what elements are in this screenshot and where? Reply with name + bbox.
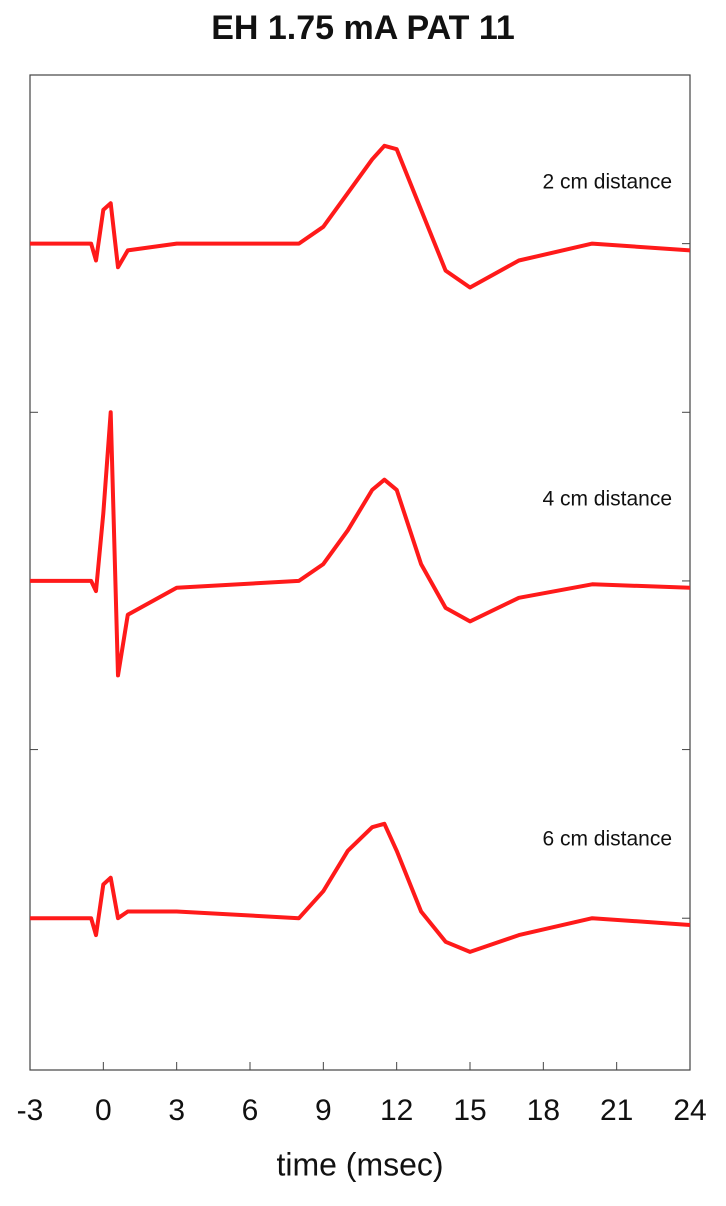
trace-line [30,143,691,290]
trace-line [30,410,691,678]
annotation: 2 cm distance [542,171,672,194]
x-tick-label: 21 [600,1094,633,1127]
x-tick-label: 12 [380,1094,413,1127]
chart-title: EH 1.75 mA PAT 11 [211,9,515,47]
x-tick-label: 6 [242,1094,259,1127]
x-axis-label: time (msec) [276,1146,443,1182]
x-tick-label: 15 [453,1094,486,1127]
trace-line [30,821,691,954]
x-tick-label: 0 [95,1094,112,1127]
plot-frame [29,74,691,1071]
x-tick-label: 3 [168,1094,185,1127]
x-tick-label: 18 [527,1094,560,1127]
x-tick-label: 9 [315,1094,332,1127]
x-tick-label: -3 [17,1094,44,1127]
annotation: 4 cm distance [542,488,672,511]
annotation: 6 cm distance [542,828,672,851]
x-tick-label: 24 [673,1094,706,1127]
